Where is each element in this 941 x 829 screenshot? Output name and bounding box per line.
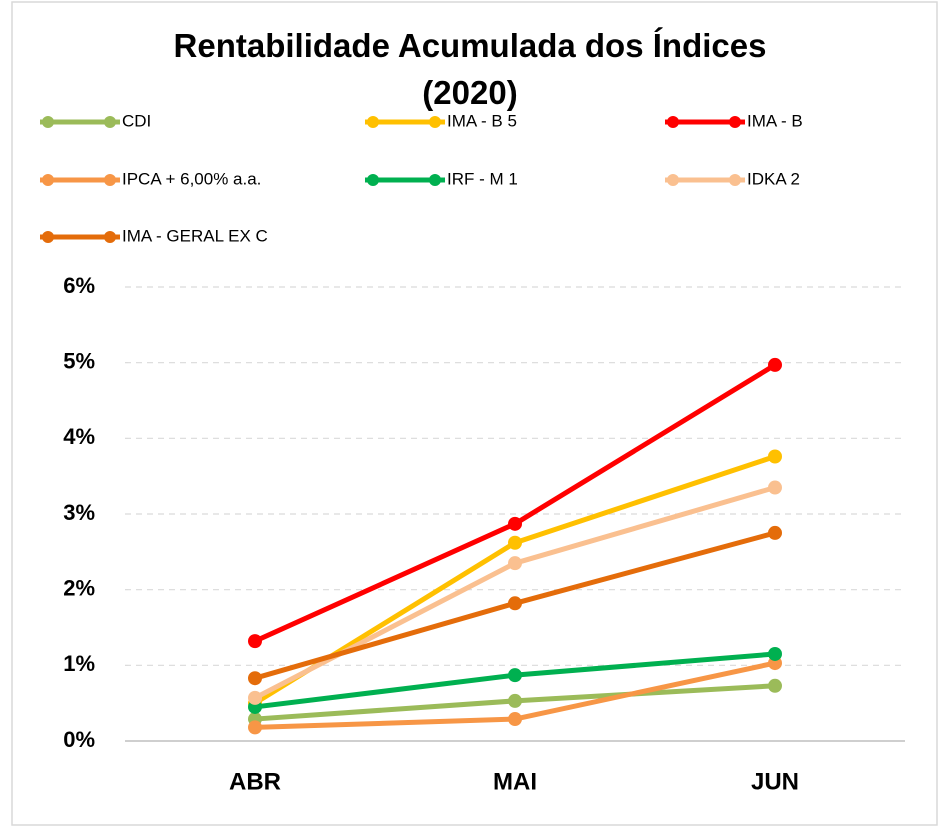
data-point [248,720,262,735]
data-point [508,596,522,611]
legend-label: IRF - M 1 [447,169,518,188]
legend-marker [42,174,54,186]
x-tick-label: ABR [229,768,281,795]
data-point [508,556,522,571]
data-point [248,690,262,705]
legend-marker [729,174,741,186]
x-tick-label: JUN [751,768,799,795]
data-point [248,634,262,649]
legend-marker [367,174,379,186]
data-point [248,671,262,686]
legend-marker [429,174,441,186]
legend-label: IPCA + 6,00% a.a. [122,169,261,188]
data-point [768,357,782,372]
legend-marker [42,116,54,128]
series-line [253,454,776,706]
legend-label: CDI [122,111,151,130]
data-point [768,646,782,661]
data-point [508,516,522,531]
data-point [768,480,782,495]
y-tick-label: 1% [63,651,95,676]
data-point [508,693,522,708]
data-point [508,668,522,683]
legend-marker [429,116,441,128]
legend-label: IMA - GERAL EX C [122,226,268,245]
legend-marker [667,116,679,128]
legend-marker [42,231,54,243]
legend-marker [104,174,116,186]
legend-marker [104,116,116,128]
data-point [508,535,522,550]
y-tick-label: 4% [63,424,95,449]
chart-title: Rentabilidade Acumulada dos Índices (202… [173,27,767,111]
legend-marker [367,116,379,128]
data-point [508,712,522,727]
y-tick-label: 2% [63,575,95,600]
data-point [768,525,782,540]
y-tick-label: 0% [63,727,95,752]
y-tick-label: 5% [63,348,95,373]
legend-marker [729,116,741,128]
legend-label: IMA - B [747,111,803,130]
legend-label: IMA - B 5 [447,111,517,130]
y-tick-label: 3% [63,500,95,525]
y-tick-label: 6% [63,273,95,298]
chart-border [11,1,938,826]
legend-marker [667,174,679,186]
data-point [768,678,782,693]
legend-marker [104,231,116,243]
x-tick-label: MAI [493,768,537,795]
legend-label: IDKA 2 [747,169,800,188]
data-point [768,449,782,464]
